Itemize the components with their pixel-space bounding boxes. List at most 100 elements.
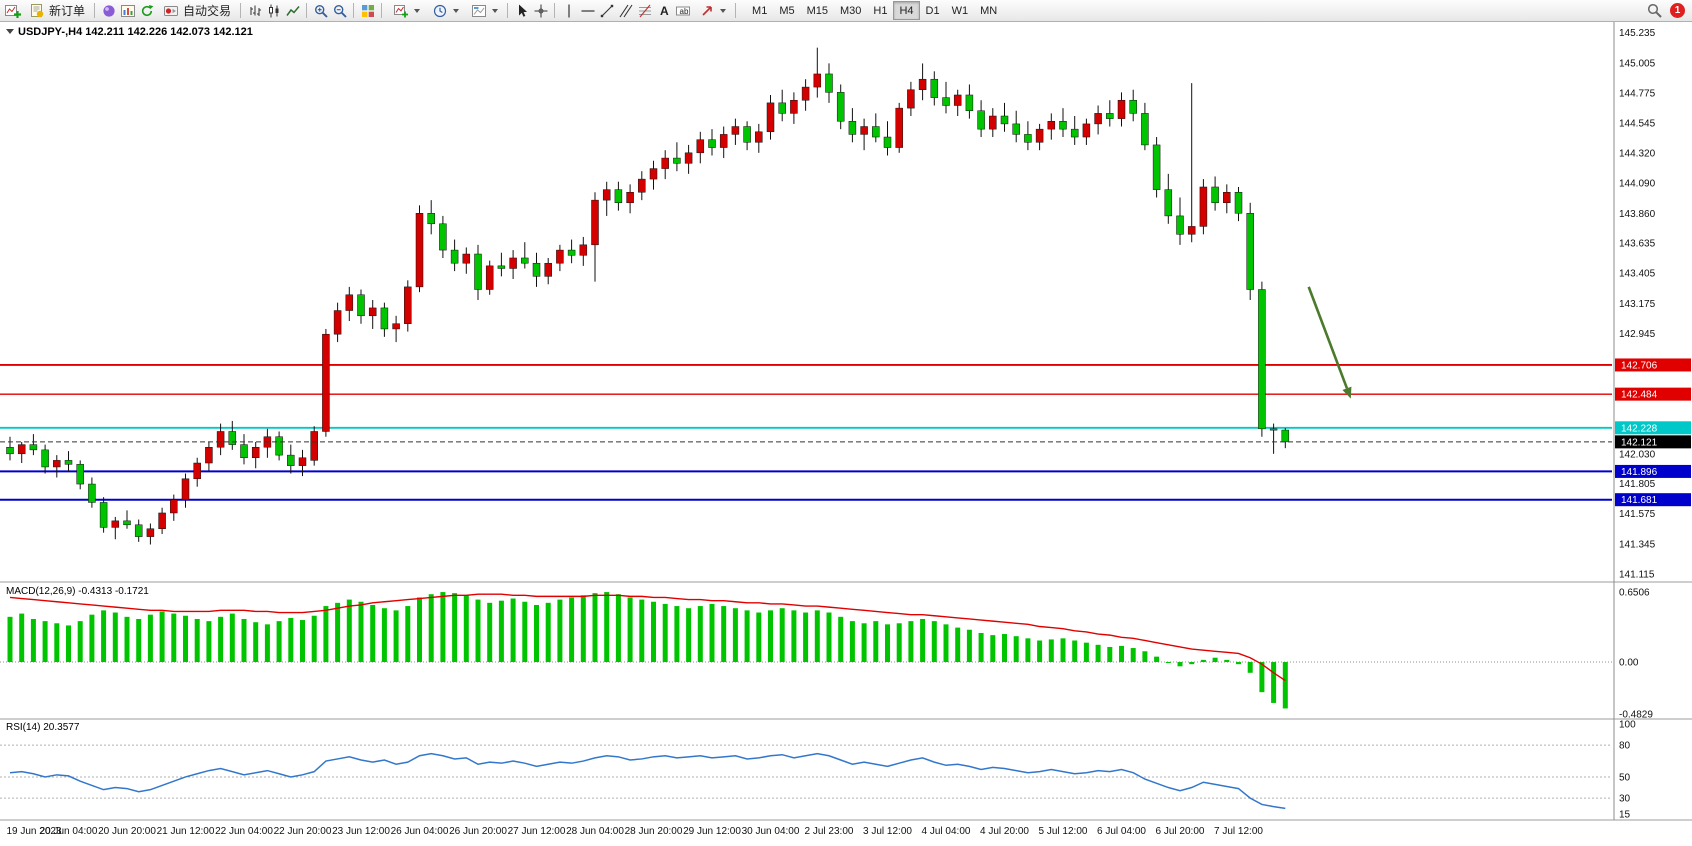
macd-histogram-bar — [276, 621, 282, 663]
text-label-icon[interactable]: ab — [673, 3, 692, 19]
crosshair-icon[interactable] — [531, 3, 550, 19]
candle-body — [696, 139, 705, 154]
macd-histogram-bar — [908, 621, 914, 663]
timeframe-h4[interactable]: H4 — [893, 1, 920, 20]
auto-trading-button[interactable]: 自动交易 — [156, 0, 236, 22]
candle-body — [240, 444, 248, 459]
candle-body — [567, 249, 576, 256]
chart-canvas[interactable]: 145.235 145.005 144.775 144.545 144.320 144.0… — [0, 22, 1692, 846]
timeframe-mn[interactable]: MN — [980, 4, 998, 17]
text-icon[interactable]: A — [654, 3, 673, 19]
candle-body — [1234, 191, 1243, 214]
periods-button[interactable] — [425, 0, 464, 22]
price-axis-label: 143.635 — [1619, 238, 1656, 249]
timeframe-h1[interactable]: H1 — [873, 4, 888, 17]
new-order-button[interactable]: 新订单 — [22, 0, 90, 22]
candle-body — [404, 286, 412, 324]
macd-histogram-bar — [335, 602, 341, 663]
candle-body — [1129, 99, 1137, 114]
candle-body — [556, 249, 564, 264]
timeframe-m15[interactable]: M15 — [806, 4, 828, 17]
price-badge — [1615, 421, 1691, 435]
refresh-icon[interactable] — [137, 3, 156, 19]
candle-body — [719, 134, 728, 148]
new-chart-icon[interactable] — [3, 3, 22, 19]
candle-body — [1070, 128, 1079, 138]
templates-button[interactable] — [464, 0, 503, 22]
candle-body — [193, 462, 201, 480]
macd-histogram-bar — [1107, 646, 1113, 663]
charts-window-icon[interactable] — [118, 3, 137, 19]
arrows-tool-button[interactable] — [692, 0, 731, 22]
candle-body — [298, 457, 307, 466]
price-axis-label: 144.320 — [1619, 148, 1656, 159]
chevron-down-icon — [720, 8, 727, 13]
timeframe-m30[interactable]: M30 — [840, 4, 862, 17]
time-axis-label: 28 Jun 04:00 — [566, 826, 624, 837]
arrows-tool-icon — [697, 3, 716, 19]
candle-body — [614, 189, 623, 204]
macd-histogram-bar — [311, 615, 317, 663]
svg-text:A: A — [660, 4, 669, 18]
price-badge — [1615, 464, 1691, 478]
macd-histogram-bar — [1130, 648, 1136, 663]
search-icon[interactable] — [1645, 3, 1664, 19]
timeframe-d1[interactable]: D1 — [925, 4, 940, 17]
notification-badge[interactable]: 1 — [1670, 3, 1685, 18]
zoom-out-icon[interactable] — [330, 3, 349, 19]
candle-body — [170, 499, 178, 514]
tile-windows-icon[interactable] — [358, 3, 377, 19]
candle-body — [544, 262, 552, 277]
fibonacci-icon[interactable] — [635, 3, 654, 19]
macd-histogram-bar — [358, 601, 364, 663]
candlestick-chart-icon[interactable] — [264, 3, 283, 19]
indicators-button[interactable] — [386, 0, 425, 22]
symbol-dropdown-icon[interactable] — [6, 29, 14, 34]
timeframe-w1[interactable]: W1 — [951, 4, 969, 17]
candle-body — [1258, 289, 1266, 430]
annotation-arrow[interactable] — [1307, 286, 1352, 399]
macd-histogram-bar — [89, 614, 95, 663]
time-axis-label: 21 Jun 12:00 — [157, 826, 215, 837]
macd-histogram-bar — [721, 606, 727, 663]
cursor-icon[interactable] — [512, 3, 531, 19]
vertical-line-icon[interactable] — [559, 3, 578, 19]
candle-body — [1269, 428, 1278, 431]
timeframe-m1[interactable]: M1 — [752, 4, 768, 17]
rsi-line — [9, 752, 1286, 810]
candle-body — [1199, 186, 1208, 227]
candle-body — [64, 460, 73, 465]
timeframe-m5[interactable]: M5 — [779, 4, 795, 17]
macd-histogram-bar — [253, 622, 259, 663]
trendline-icon[interactable] — [597, 3, 616, 19]
horizontal-line-icon[interactable] — [578, 3, 597, 19]
macd-histogram-bar — [1060, 638, 1066, 663]
equidistant-channel-icon[interactable] — [616, 3, 635, 19]
zoom-in-icon[interactable] — [311, 3, 330, 19]
crystal-ball-icon[interactable] — [99, 3, 118, 19]
candle-body — [942, 97, 950, 106]
new-order-icon — [27, 3, 46, 19]
candle-body — [825, 73, 833, 93]
time-axis-label: 27 Jun 12:00 — [508, 826, 566, 837]
line-chart-icon[interactable] — [283, 3, 302, 19]
candle-body — [29, 444, 38, 451]
candle-body — [661, 157, 669, 169]
candle-body — [1047, 121, 1056, 130]
new-order-label: 新订单 — [49, 4, 86, 18]
time-axis-label: 6 Jul 04:00 — [1097, 826, 1146, 837]
candle-body — [790, 99, 798, 114]
time-axis-label: 6 Jul 20:00 — [1156, 826, 1205, 837]
toolbar-separator — [240, 3, 242, 18]
macd-histogram-bar — [756, 612, 762, 663]
candle-body — [813, 73, 822, 88]
arrow-head — [1342, 386, 1352, 399]
candle-body — [1035, 128, 1044, 143]
candle-body — [579, 244, 588, 256]
macd-histogram-bar — [1142, 651, 1148, 663]
bar-chart-icon[interactable] — [245, 3, 264, 19]
macd-histogram-bar — [300, 620, 305, 663]
chart-window[interactable]: 145.235 145.005 144.775 144.545 144.320 144.0… — [0, 22, 1692, 846]
candle-body — [1141, 113, 1149, 146]
candle-body — [638, 178, 646, 193]
